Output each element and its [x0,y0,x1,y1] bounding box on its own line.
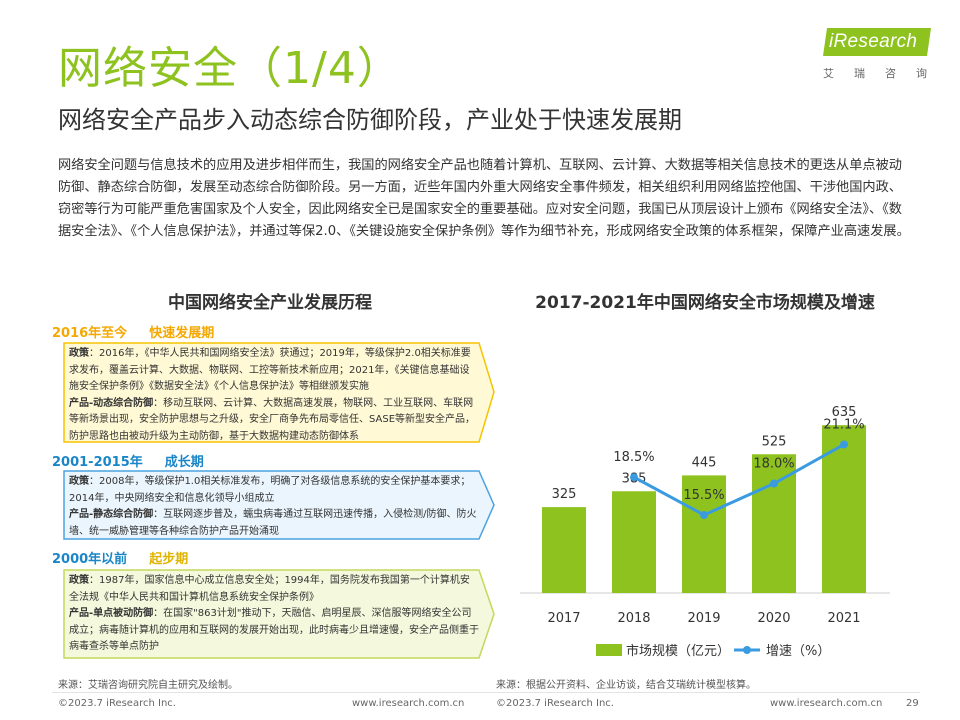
source-left: 来源：艾瑞咨询研究院自主研究及绘制。 [58,680,238,691]
policy-text: ：2008年，等级保护1.0相关标准发布，明确了对各级信息系统的安全保护基本要求… [69,476,471,504]
stage-frame [63,342,495,443]
footer-url: www.iresearch.com.cn [770,698,883,709]
growth-point [700,511,708,519]
logo-cn-char: 艾 [823,67,834,80]
policy-label: 政策 [69,348,89,359]
bar [822,425,866,593]
bar-value-label: 635 [832,405,857,420]
footer-url: www.iresearch.com.cn [352,698,465,709]
bar-value-label: 325 [552,487,577,502]
growth-value-label: 18.5% [613,450,654,465]
source-right: 来源：根据公开资料、企业访谈，结合艾瑞统计模型核算。 [496,680,756,691]
iresearch-logo: iResearch 艾 瑞 咨 询 [823,28,933,90]
page-number: 29 [906,698,919,709]
product-text: ：在国家"863计划"推动下，天融信、启明星辰、深信服等网络安全公司成立；病毒随… [69,608,479,652]
stage-frame [63,470,495,540]
legend-line-marker [743,646,751,654]
market-size-chart: 3252017385201844520195252020635202118.5%… [500,325,920,670]
footer-copyright: ©2023.7 iResearch Inc. [496,698,614,709]
growth-value-label: 18.0% [753,457,794,472]
x-tick-label: 2019 [687,611,720,626]
stage-years: 2016年至今 [52,326,128,341]
footer-copyright: ©2023.7 iResearch Inc. [58,698,176,709]
legend-line-label: 增速（%） [766,644,830,659]
stage-heading: 2001-2015年 成长期 [52,451,204,470]
x-tick-label: 2017 [547,611,580,626]
policy-text: ：1987年，国家信息中心成立信息安全处；1994年，国务院发布我国第一个计算机… [69,575,470,603]
bar-value-label: 525 [762,434,787,449]
product-text: ：移动互联网、云计算、大数据高速发展，物联网、工业互联网、车联网等新场景出现，安… [69,397,476,442]
bar-value-label: 445 [692,455,717,470]
stage-frame [63,569,495,659]
stage-name: 成长期 [164,455,204,470]
bar [612,491,656,593]
x-tick-label: 2020 [757,611,790,626]
logo-cn: 艾 瑞 咨 询 [823,65,927,81]
policy-label: 政策 [69,476,89,487]
footer-divider [52,692,920,693]
growth-value-label: 21.1% [823,417,864,432]
chart-svg: 3252017385201844520195252020635202118.5%… [520,405,890,659]
logo-badge: iResearch [823,28,931,56]
legend-bar-swatch [596,644,622,656]
legend-bar-label: 市场规模（亿元） [626,643,730,659]
bar [542,507,586,593]
bar [752,454,796,593]
product-label: 产品-动态综合防御 [69,397,154,409]
stage-name: 快速发展期 [149,326,215,341]
history-title: 中国网络安全产业发展历程 [168,293,372,313]
growth-point [770,479,778,488]
growth-point [630,473,638,482]
stage-name: 起步期 [149,552,189,567]
logo-cn-char: 询 [916,67,927,80]
logo-cn-char: 瑞 [854,67,865,80]
policy-text: ：2016年，《中华人民共和国网络安全法》获通过；2019年，等级保护2.0相关… [69,348,471,392]
stage-years: 2000年以前 [52,552,128,567]
growth-line [633,443,845,517]
bar [682,475,726,593]
stage-box: 政策：2016年，《中华人民共和国网络安全法》获通过；2019年，等级保护2.0… [61,341,495,444]
growth-point [840,440,848,449]
page-subtitle: 网络安全产品步入动态综合防御阶段，产业处于快速发展期 [58,106,682,134]
stage-box: 政策：1987年，国家信息中心成立信息安全处；1994年，国务院发布我国第一个计… [61,568,495,660]
stage-years: 2001-2015年 [52,455,143,470]
stage-heading: 2016年至今 快速发展期 [52,322,214,341]
logo-text: iResearch [829,31,918,52]
policy-label: 政策 [69,575,89,586]
page-title: 网络安全（1/4） [58,43,402,94]
chart-title: 2017-2021年中国网络安全市场规模及增速 [535,293,875,313]
stage-box: 政策：2008年，等级保护1.0相关标准发布，明确了对各级信息系统的安全保护基本… [61,469,495,541]
growth-value-label: 15.5% [683,488,724,503]
product-label: 产品-静态综合防御 [69,509,154,520]
x-tick-label: 2018 [617,611,650,626]
x-tick-label: 2021 [827,611,860,626]
stage-heading: 2000年以前 起步期 [52,548,188,567]
product-label: 产品-单点被动防御 [69,608,154,619]
logo-cn-char: 咨 [885,67,896,80]
intro-paragraph: 网络安全问题与信息技术的应用及进步相伴而生，我国的网络安全产品也随着计算机、互联… [58,158,910,239]
product-text: ：互联网逐步普及，蠕虫病毒通过互联网迅速传播，入侵检测/防御、防火墙、统一威胁管… [69,509,477,537]
logo-badge-shape [823,28,931,56]
